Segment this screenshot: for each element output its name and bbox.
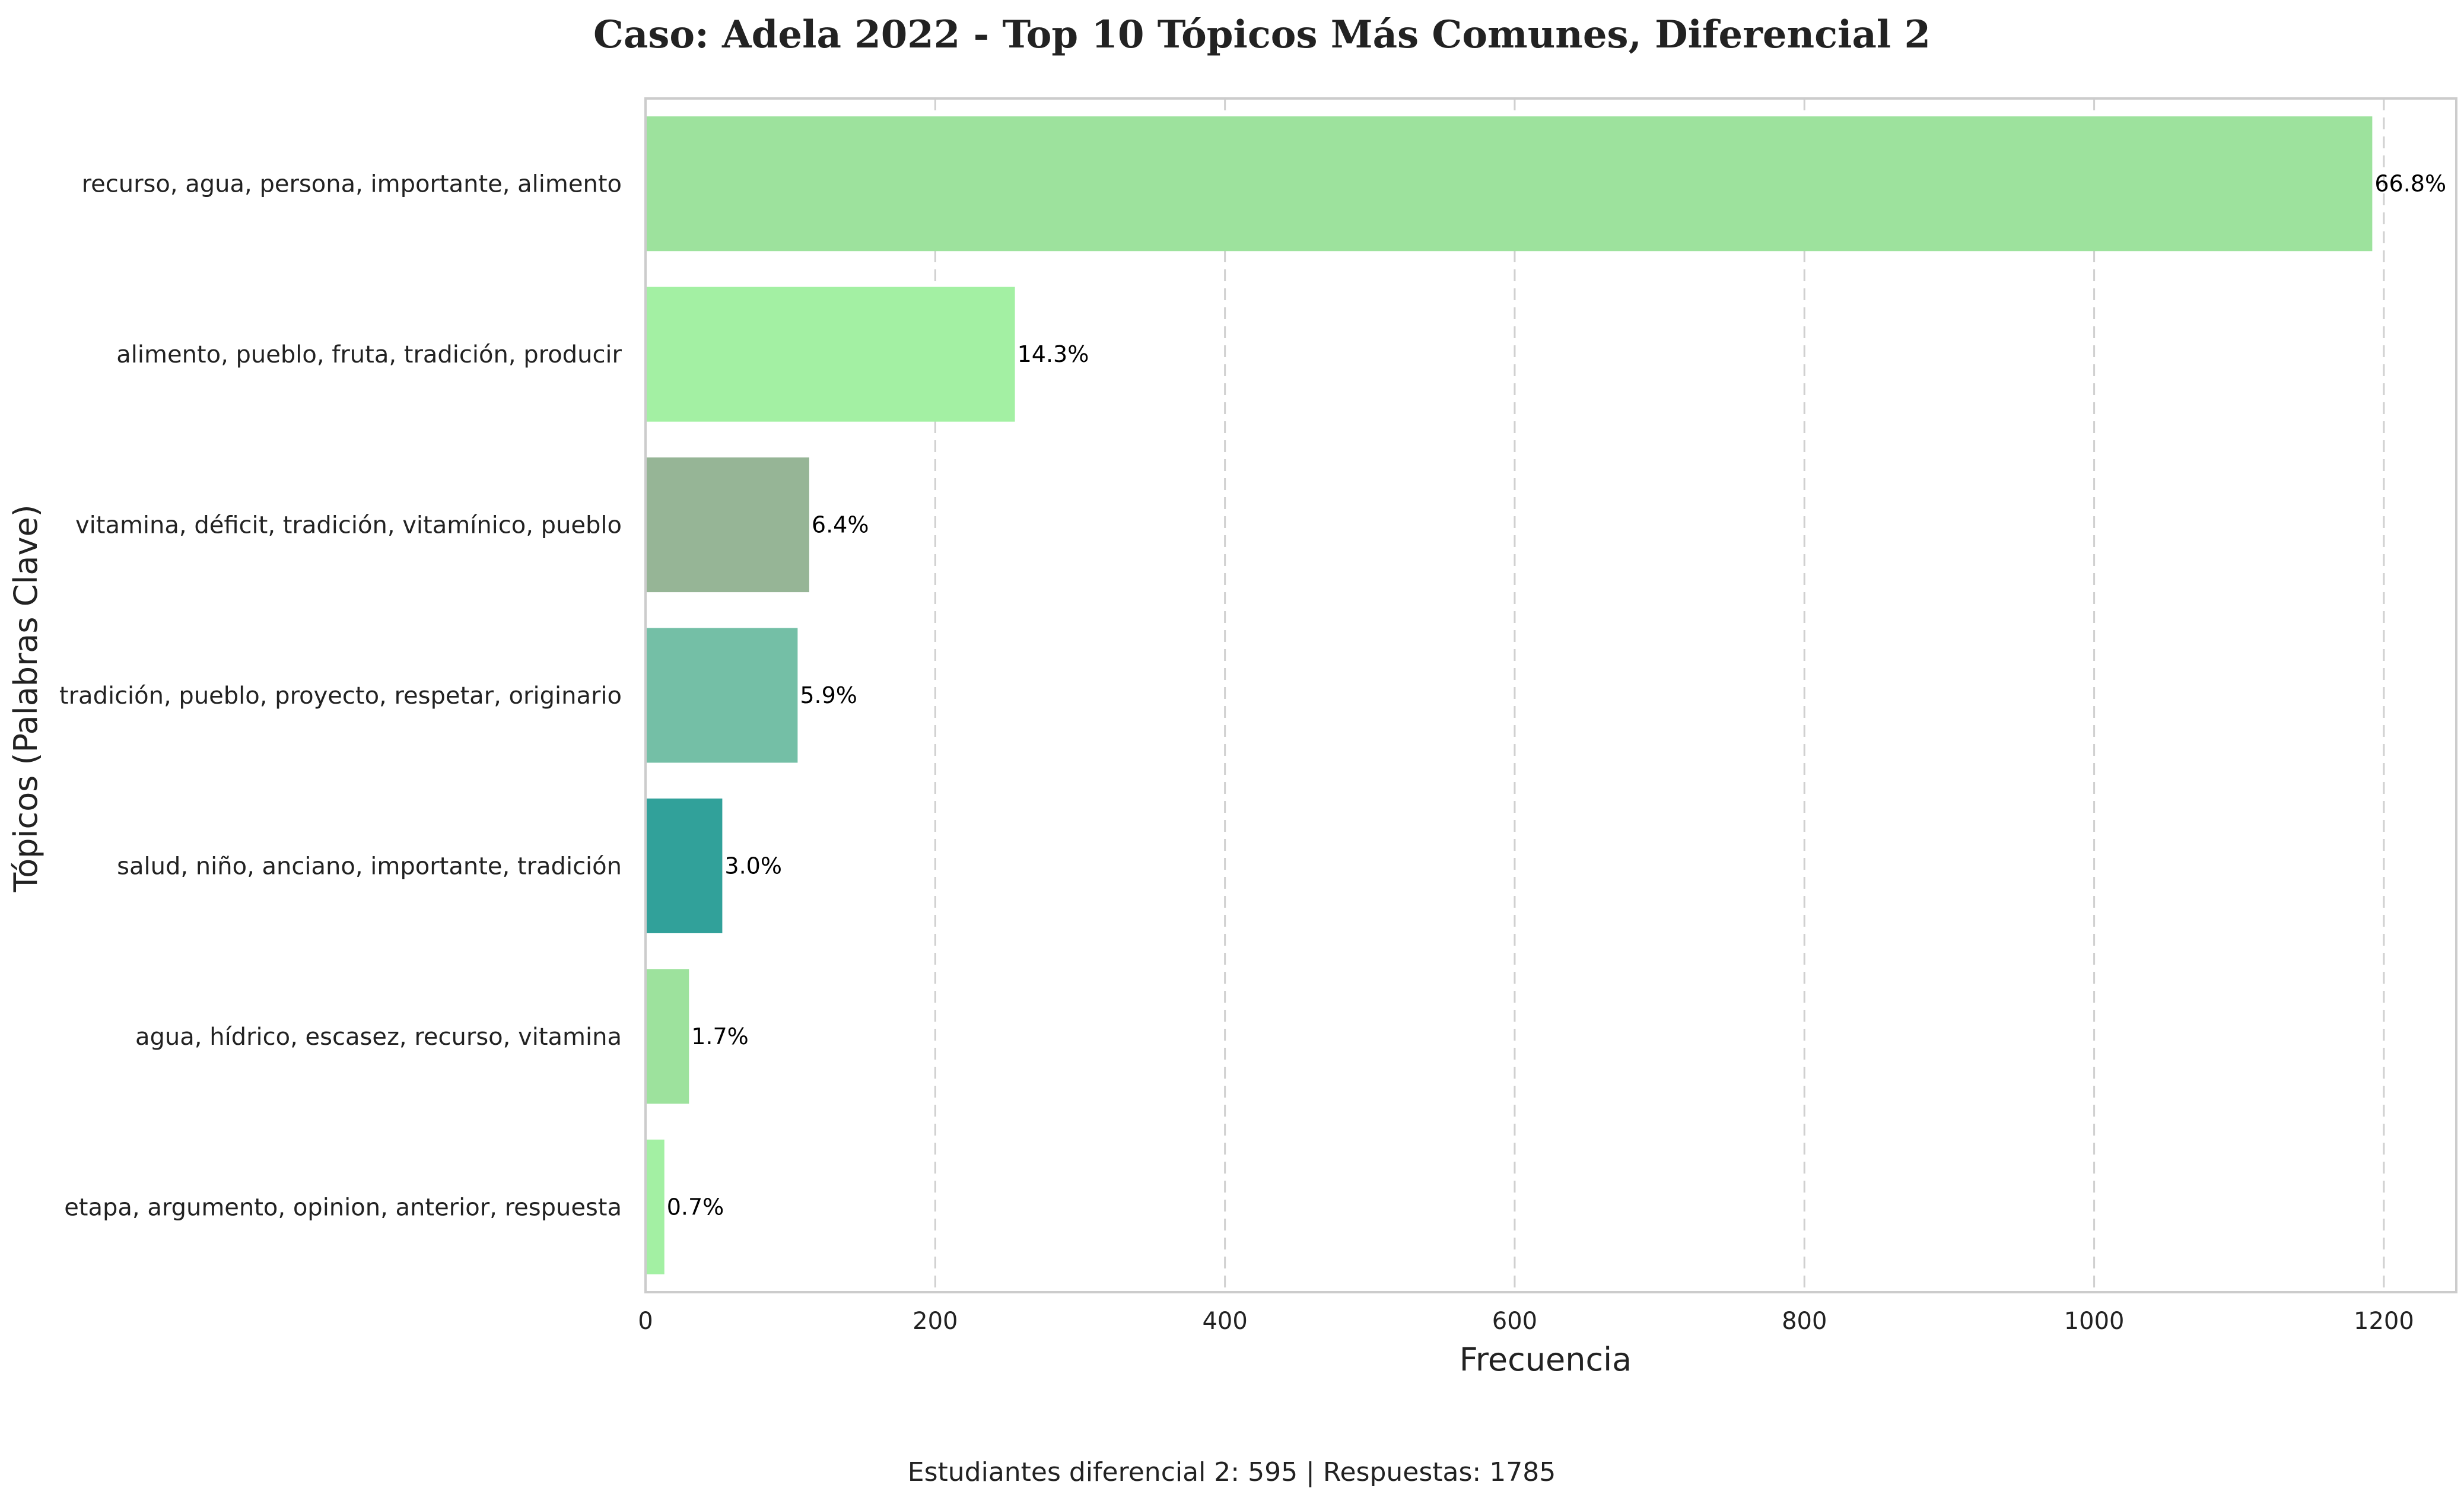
bar — [646, 969, 689, 1104]
bar — [646, 798, 723, 933]
x-tick-label: 800 — [1782, 1308, 1827, 1335]
y-tick-label: tradición, pueblo, proyecto, respetar, o… — [59, 682, 622, 710]
grid-lines — [934, 98, 2385, 1292]
footer-note: Estudiantes diferencial 2: 595 | Respues… — [908, 1457, 1556, 1487]
y-tick-label: etapa, argumento, opinion, anterior, res… — [64, 1194, 622, 1221]
x-axis-ticks: 0 200 400 600 800 1000 1200 — [638, 1308, 2414, 1335]
y-tick-label: vitamina, déficit, tradición, vitamínico… — [75, 512, 622, 539]
x-tick-label: 1200 — [2354, 1308, 2414, 1335]
bar-value-label: 3.0% — [724, 853, 782, 879]
bar — [646, 287, 1015, 422]
plot-frame — [644, 97, 2457, 1293]
x-axis-label: Frecuencia — [1460, 1341, 1632, 1378]
chart-title: Caso: Adela 2022 - Top 10 Tópicos Más Co… — [593, 12, 1931, 57]
y-tick-label: agua, hídrico, escasez, recurso, vitamin… — [135, 1023, 622, 1051]
x-tick-label: 600 — [1492, 1308, 1537, 1335]
bar-value-label: 6.4% — [812, 512, 869, 538]
x-tick-label: 1000 — [2064, 1308, 2125, 1335]
y-tick-label: alimento, pueblo, fruta, tradición, prod… — [116, 341, 622, 368]
bar — [646, 116, 2373, 252]
y-tick-label: recurso, agua, persona, importante, alim… — [82, 171, 622, 198]
bar-value-label: 0.7% — [667, 1194, 724, 1220]
bar-value-label: 14.3% — [1018, 341, 1089, 367]
y-tick-label: salud, niño, anciano, importante, tradic… — [117, 853, 622, 880]
bars — [646, 116, 2373, 1274]
data-labels: 66.8% 14.3% 6.4% 5.9% 3.0% 1.7% 0.7% — [667, 171, 2446, 1220]
bar — [646, 1139, 665, 1274]
y-axis-label: Tópicos (Palabras Clave) — [7, 504, 44, 892]
bar-value-label: 1.7% — [691, 1023, 749, 1050]
bar-value-label: 66.8% — [2374, 171, 2446, 197]
x-tick-label: 400 — [1202, 1308, 1247, 1335]
bar-value-label: 5.9% — [800, 682, 857, 708]
x-tick-label: 0 — [638, 1308, 653, 1335]
y-axis-ticks: recurso, agua, persona, importante, alim… — [59, 171, 622, 1222]
x-tick-label: 200 — [913, 1308, 958, 1335]
bar — [646, 628, 798, 763]
bar — [646, 457, 809, 593]
